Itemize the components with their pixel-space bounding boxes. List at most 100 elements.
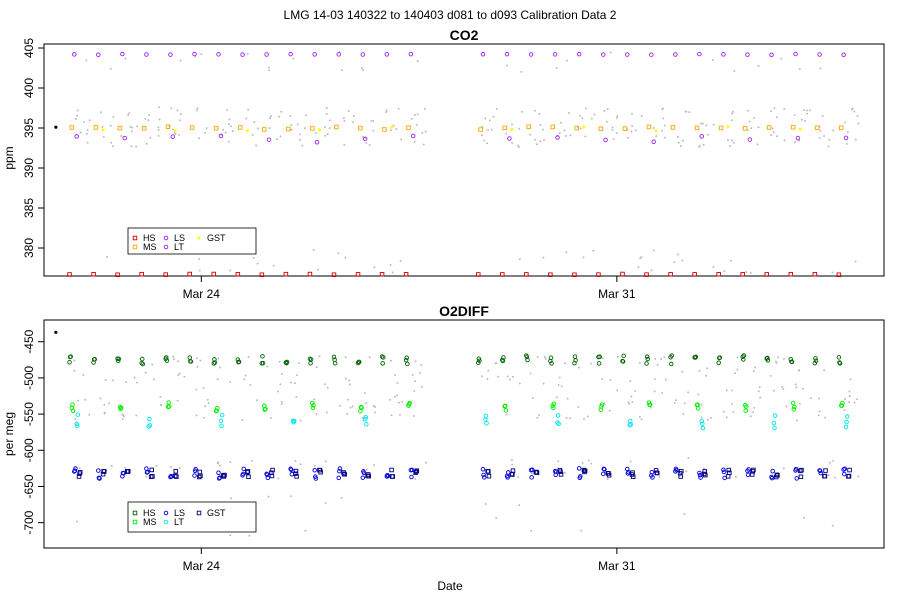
co2-air-point [592, 249, 595, 252]
co2-air-point [853, 110, 856, 113]
co2-point-lt [555, 135, 560, 140]
o2diff-point-ls [96, 475, 102, 481]
o2diff-air-point [661, 391, 664, 394]
o2diff-air-point [289, 381, 292, 384]
o2diff-air-point [495, 516, 498, 519]
o2diff-point-ms [167, 404, 172, 409]
o2diff-air-point [798, 368, 801, 371]
co2-air-point [148, 114, 151, 117]
co2-air-point [726, 139, 729, 142]
co2-point-gst [726, 125, 730, 129]
o2diff-air-point [229, 461, 232, 464]
o2diff-y-axis-label: per meg [2, 412, 16, 456]
co2-air-point [130, 130, 133, 133]
co2-point-hs [115, 272, 120, 278]
o2diff-air-point [178, 372, 181, 375]
co2-point-ls [96, 52, 101, 57]
o2diff-point-lt [291, 418, 297, 424]
co2-point-ls [264, 52, 269, 57]
o2diff-point-hs [548, 355, 554, 361]
co2-air-point [292, 57, 295, 60]
co2-point-hs [283, 271, 289, 277]
o2diff-point-gst [413, 469, 419, 475]
o2diff-air-point [687, 456, 690, 459]
o2diff-point-ms [215, 405, 220, 411]
o2diff-point-hs [644, 361, 649, 366]
co2-point-ms [406, 125, 411, 130]
o2diff-air-point [217, 357, 220, 360]
o2diff-point-hs [597, 354, 602, 360]
co2-air-point [303, 127, 306, 130]
co2-point-gst [654, 129, 658, 133]
co2-air-point [149, 136, 152, 139]
o2diff-air-point [348, 383, 351, 386]
co2-air-point [278, 115, 281, 118]
o2diff-point-hs [477, 358, 482, 363]
co2-air-point [679, 145, 682, 148]
co2-air-point [343, 144, 346, 147]
co2-point-ms [502, 125, 507, 131]
o2diff-point-ms [695, 406, 701, 411]
o2diff-air-point [73, 359, 76, 362]
co2-point-hs [187, 271, 192, 277]
o2diff-air-point [732, 410, 735, 413]
o2diff-air-point [243, 378, 246, 381]
co2-air-point [640, 114, 643, 117]
co2-air-point [857, 122, 860, 125]
o2diff-air-point [544, 357, 547, 360]
o2diff-air-point [558, 376, 561, 379]
o2diff-point-hs [669, 353, 675, 358]
co2-air-point [707, 133, 710, 136]
co2-air-point [179, 59, 182, 62]
co2-air-point [204, 132, 207, 135]
co2-air-point [663, 124, 666, 127]
co2-air-point [750, 127, 753, 130]
co2-point-ls [769, 52, 774, 58]
o2diff-air-point [75, 520, 78, 523]
o2diff-point-hs [332, 360, 338, 366]
o2diff-air-point [725, 389, 728, 392]
co2-air-point [780, 57, 783, 60]
o2diff-point-ls [649, 469, 655, 475]
o2diff-air-point [177, 360, 180, 363]
o2diff-air-point [78, 466, 81, 469]
co2-air-point [298, 138, 301, 141]
co2-point-ls [600, 52, 606, 57]
o2diff-air-point [730, 389, 733, 392]
o2diff-air-point [293, 382, 296, 385]
o2diff-point-ms [263, 406, 268, 412]
co2-air-point [385, 111, 388, 114]
o2diff-air-point [99, 397, 102, 400]
o2diff-point-hs [645, 356, 650, 362]
o2diff-air-point [159, 395, 162, 398]
o2diff-point-ms [262, 407, 268, 412]
co2-air-point [732, 141, 735, 144]
co2-air-point [362, 68, 365, 71]
co2-air-point [581, 117, 584, 120]
co2-y-tick-label: 405 [22, 38, 36, 58]
co2-point-lt [218, 133, 224, 139]
co2-air-point [112, 116, 115, 119]
co2-air-point [351, 121, 354, 124]
co2-air-point [821, 114, 824, 117]
o2diff-point-hs [187, 355, 192, 360]
co2-air-point [569, 134, 572, 137]
o2diff-point-hs [692, 355, 698, 360]
o2diff-air-point [280, 372, 283, 375]
o2diff-air-point [782, 357, 785, 360]
o2diff-point-gst [510, 468, 516, 473]
o2diff-y-tick-label: -550 [22, 402, 36, 426]
co2-air-point [227, 123, 230, 126]
o2diff-point-lt [844, 419, 849, 425]
o2diff-legend-marker [163, 510, 169, 516]
o2diff-air-point [414, 477, 417, 480]
co2-air-point [804, 119, 807, 122]
o2diff-air-point [616, 389, 619, 392]
o2diff-point-ls [602, 467, 607, 472]
o2diff-point-hs [789, 359, 795, 365]
o2diff-legend-label: GST [207, 508, 226, 518]
o2diff-legend-label: HS [143, 508, 156, 518]
co2-air-point [372, 120, 375, 123]
o2diff-point-lt [147, 423, 153, 428]
co2-air-point [582, 256, 585, 259]
